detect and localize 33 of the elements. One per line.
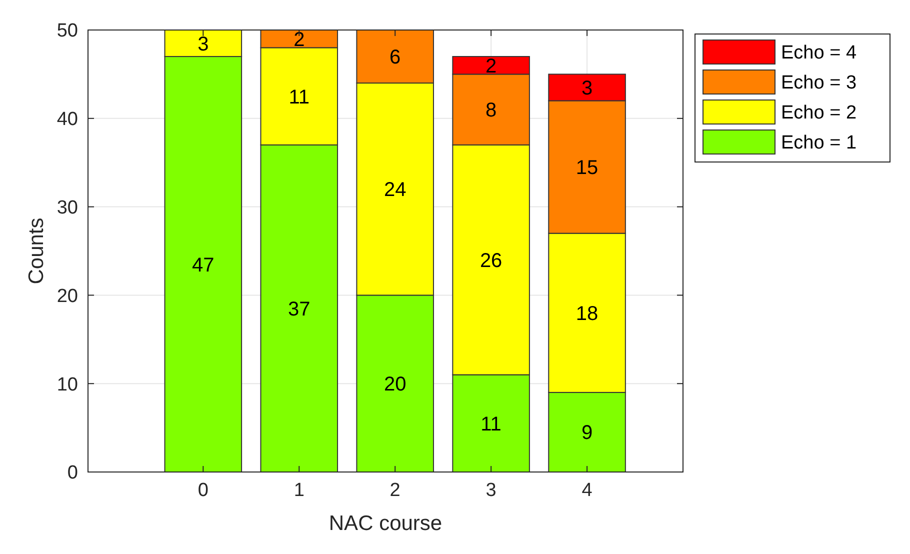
y-tick-label: 0: [67, 462, 78, 484]
data-label: 6: [390, 46, 401, 69]
x-tick-label: 0: [198, 480, 208, 501]
y-tick-label: 20: [56, 286, 78, 307]
y-axis-title: Counts: [25, 218, 48, 284]
data-label: 3: [581, 77, 593, 100]
data-label: 15: [576, 157, 598, 180]
x-tick-label: 1: [294, 480, 304, 501]
data-label: 20: [384, 374, 406, 396]
y-tick-label: 30: [56, 197, 78, 218]
x-tick-label: 3: [486, 480, 496, 501]
data-label: 3: [198, 33, 209, 56]
data-label: 11: [480, 413, 502, 436]
x-axis-title: NAC course: [328, 512, 442, 535]
x-tick-label: 4: [582, 480, 593, 501]
data-label: 37: [288, 298, 310, 320]
data-label: 9: [581, 422, 593, 444]
legend-label: Echo = 1: [781, 132, 857, 154]
data-label: 2: [486, 55, 497, 78]
data-label: 47: [192, 254, 214, 276]
data-label: 24: [384, 179, 406, 202]
legend-label: Echo = 2: [781, 102, 857, 124]
data-label: 26: [480, 250, 502, 272]
data-label: 2: [294, 28, 305, 51]
data-label: 18: [576, 302, 598, 325]
x-tick-label: 2: [390, 480, 400, 501]
legend-label: Echo = 4: [781, 42, 857, 64]
y-tick-label: 40: [56, 109, 78, 130]
legend-label: Echo = 3: [781, 72, 857, 94]
data-label: 11: [288, 86, 310, 108]
data-label: 8: [486, 100, 497, 122]
y-tick-label: 50: [56, 20, 78, 42]
y-tick-label: 10: [56, 374, 78, 396]
